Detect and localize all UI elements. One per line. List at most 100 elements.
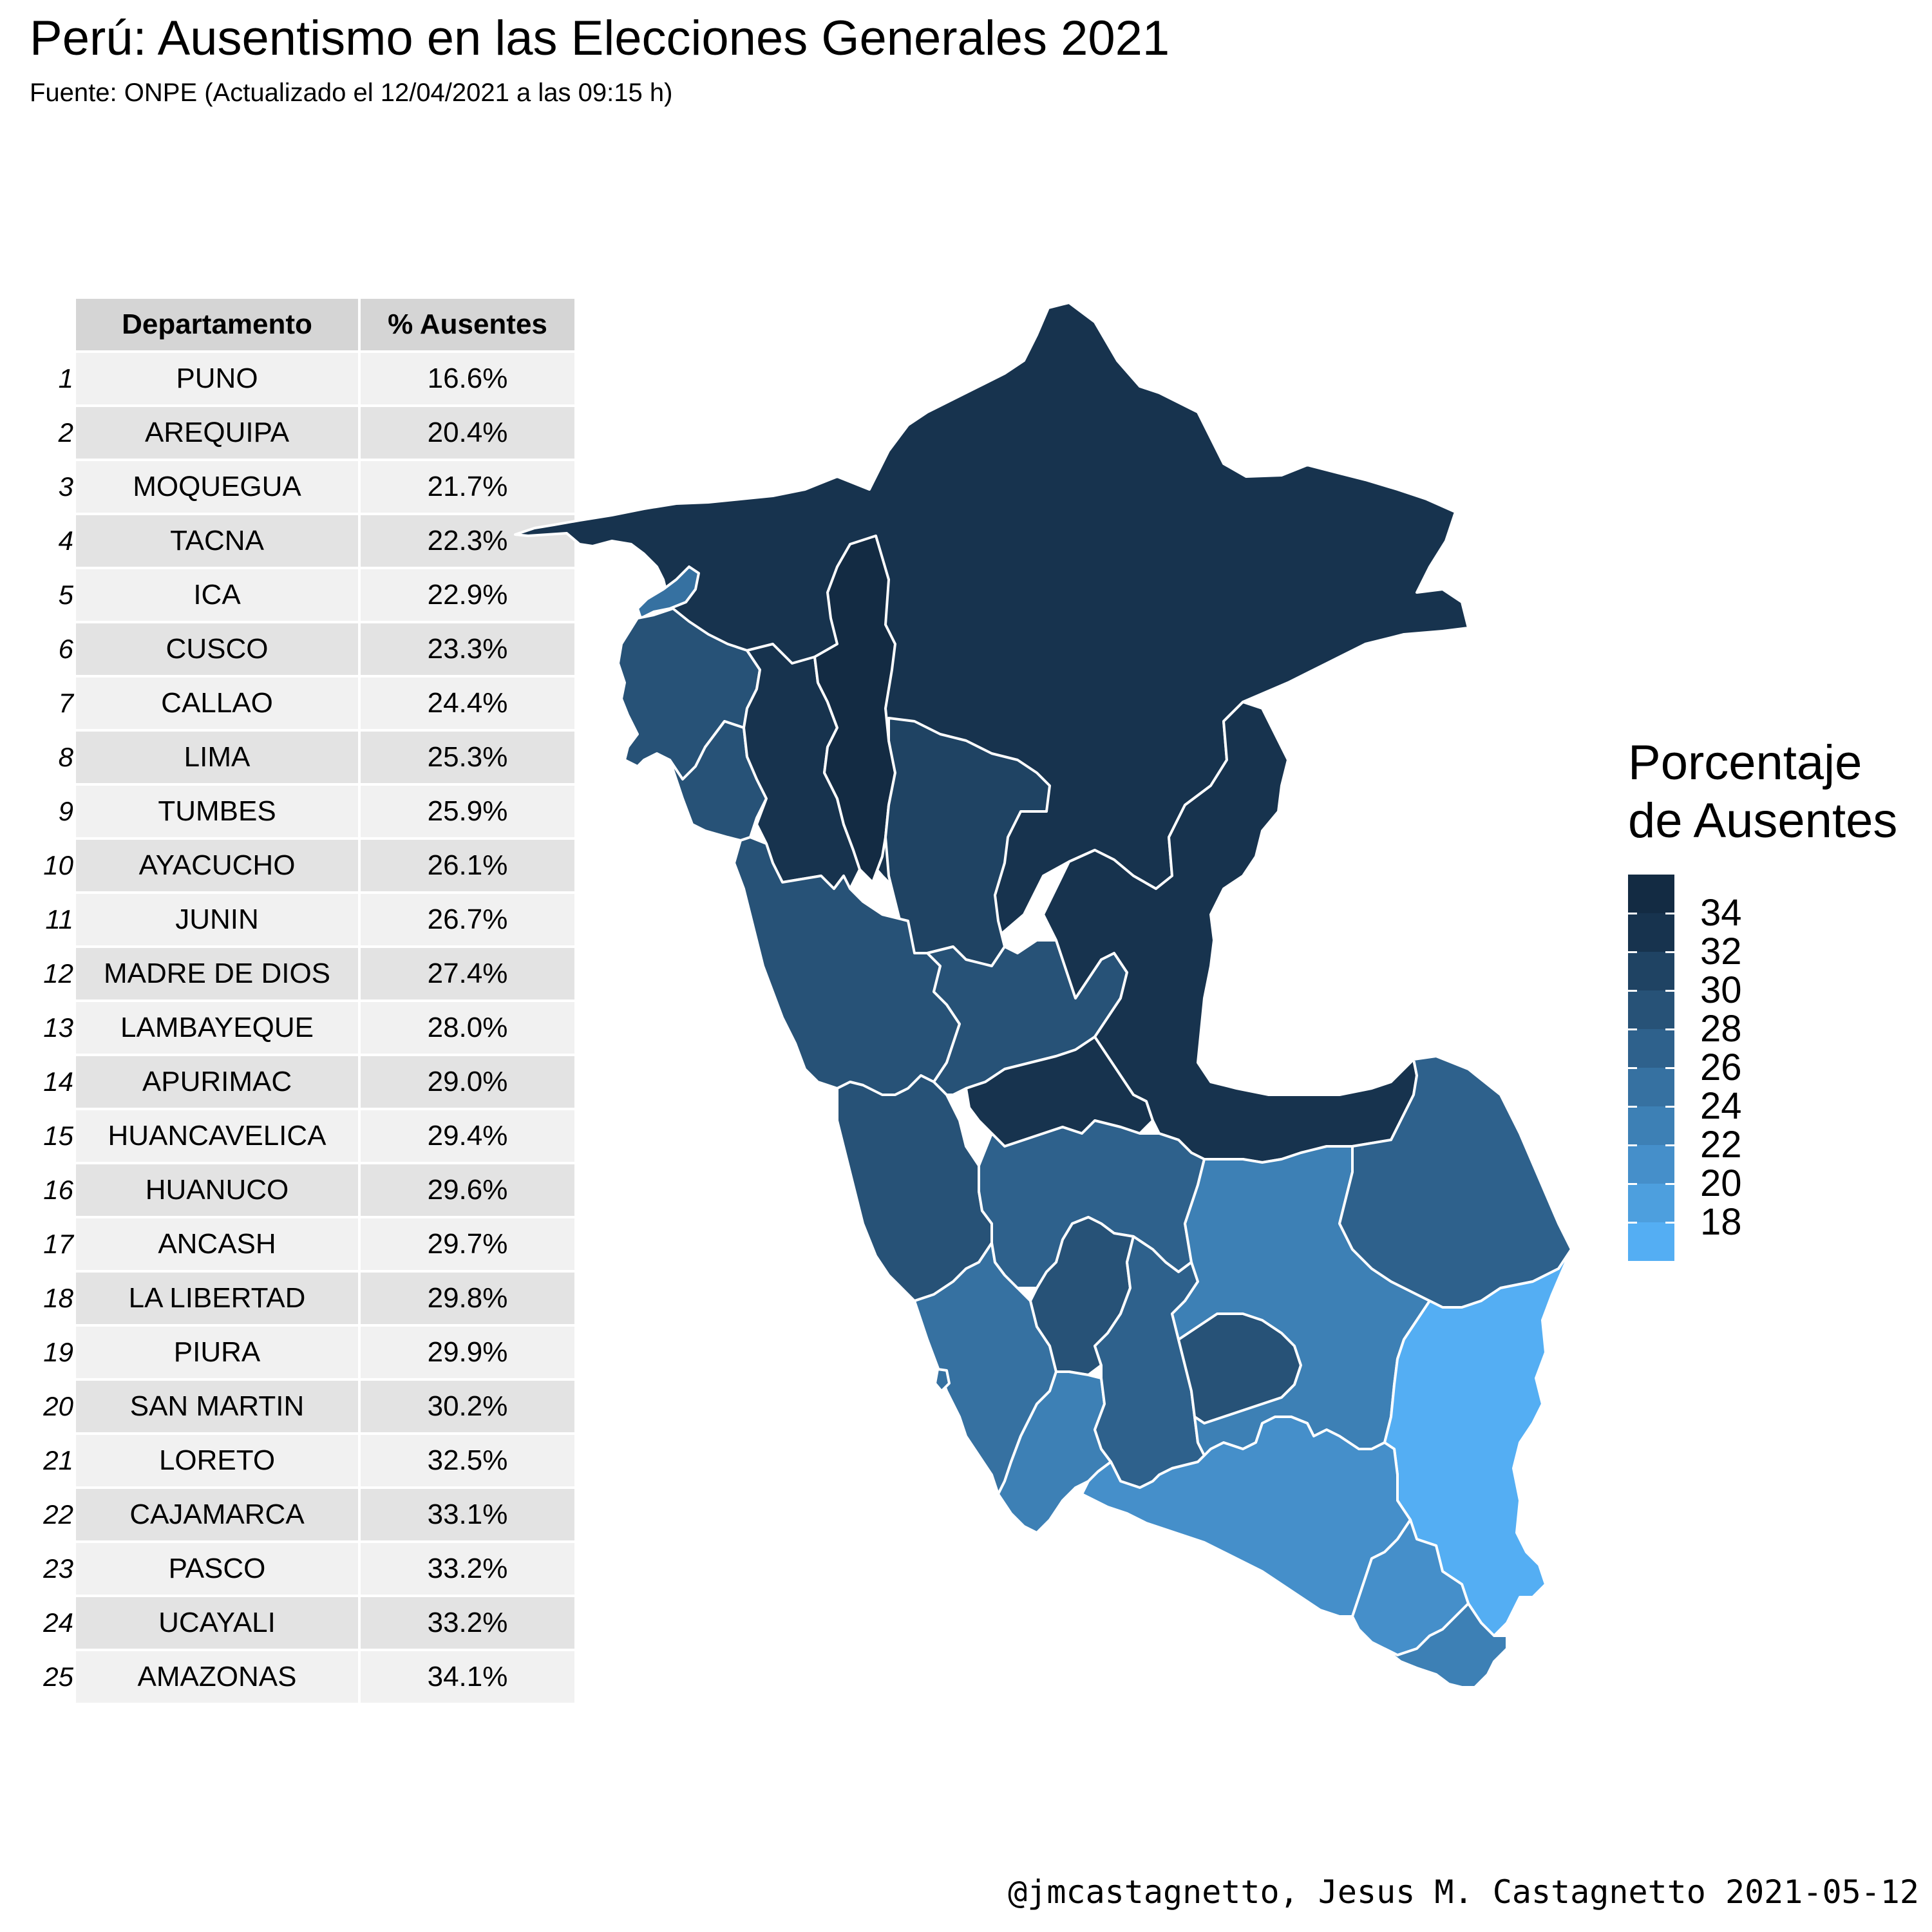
table-row: 16 HUANUCO 29.6% — [26, 1164, 574, 1216]
region-san-martin — [884, 717, 1051, 967]
table-row: 2 AREQUIPA 20.4% — [26, 407, 574, 459]
row-rank: 15 — [43, 1121, 73, 1151]
row-departamento: TACNA — [76, 515, 358, 567]
table-header-row: Departamento % Ausentes — [26, 299, 574, 350]
legend-tick-mark — [1628, 951, 1637, 953]
legend-tick-mark — [1628, 1106, 1637, 1108]
row-ausentes: 26.1% — [361, 840, 574, 891]
row-departamento: SAN MARTIN — [76, 1381, 358, 1432]
legend-color-step — [1628, 1029, 1674, 1068]
table-row: 6 CUSCO 23.3% — [26, 623, 574, 675]
row-rank: 16 — [43, 1175, 73, 1205]
row-rank: 14 — [43, 1066, 73, 1097]
legend-tick-mark — [1665, 1222, 1674, 1224]
table-row: 21 LORETO 32.5% — [26, 1435, 574, 1486]
row-rank: 13 — [43, 1012, 73, 1043]
legend-tick-mark — [1628, 913, 1637, 914]
row-departamento: APURIMAC — [76, 1056, 358, 1108]
row-rank: 18 — [43, 1283, 73, 1313]
legend-title: Porcentaje de Ausentes — [1628, 734, 1897, 850]
legend-tick-mark — [1665, 1106, 1674, 1108]
row-ausentes: 30.2% — [361, 1381, 574, 1432]
row-ausentes: 33.2% — [361, 1543, 574, 1595]
row-rank: 21 — [43, 1445, 73, 1475]
legend-color-step — [1628, 990, 1674, 1029]
table-row: 4 TACNA 22.3% — [26, 515, 574, 567]
row-ausentes: 32.5% — [361, 1435, 574, 1486]
table-row: 20 SAN MARTIN 30.2% — [26, 1381, 574, 1432]
row-ausentes: 29.8% — [361, 1273, 574, 1324]
row-rank: 22 — [43, 1499, 73, 1530]
table-row: 23 PASCO 33.2% — [26, 1543, 574, 1595]
table-row: 11 JUNIN 26.7% — [26, 894, 574, 945]
row-ausentes: 20.4% — [361, 407, 574, 459]
row-ausentes: 29.9% — [361, 1327, 574, 1378]
table-row: 13 LAMBAYEQUE 28.0% — [26, 1002, 574, 1054]
legend-title-line2: de Ausentes — [1628, 793, 1898, 848]
legend-tick-mark — [1665, 1183, 1674, 1185]
row-ausentes: 29.6% — [361, 1164, 574, 1216]
row-ausentes: 27.4% — [361, 948, 574, 999]
legend-tick-mark — [1665, 1067, 1674, 1069]
region-arequipa — [1081, 1416, 1412, 1618]
table-row: 14 APURIMAC 29.0% — [26, 1056, 574, 1108]
row-rank: 4 — [58, 526, 73, 556]
legend-color-step — [1628, 1068, 1674, 1106]
row-departamento: CUSCO — [76, 623, 358, 675]
row-departamento: TUMBES — [76, 786, 358, 837]
legend-tick-mark — [1628, 1222, 1637, 1224]
legend-tick-label: 26 — [1700, 1046, 1742, 1088]
column-header-departamento: Departamento — [76, 299, 358, 350]
row-rank: 20 — [43, 1391, 73, 1421]
row-departamento: LAMBAYEQUE — [76, 1002, 358, 1054]
row-ausentes: 29.4% — [361, 1110, 574, 1162]
table-row: 1 PUNO 16.6% — [26, 353, 574, 404]
legend-color-step — [1628, 875, 1674, 913]
legend-tick-label: 28 — [1700, 1008, 1742, 1050]
legend-tick-mark — [1665, 1144, 1674, 1146]
table-row: 10 AYACUCHO 26.1% — [26, 840, 574, 891]
row-departamento: MADRE DE DIOS — [76, 948, 358, 999]
row-departamento: PIURA — [76, 1327, 358, 1378]
table-row: 17 ANCASH 29.7% — [26, 1218, 574, 1270]
legend-color-step — [1628, 1145, 1674, 1184]
row-ausentes: 24.4% — [361, 677, 574, 729]
region-tacna — [1383, 1602, 1508, 1689]
row-ausentes: 22.9% — [361, 569, 574, 621]
row-ausentes: 26.7% — [361, 894, 574, 945]
row-departamento: CAJAMARCA — [76, 1489, 358, 1540]
row-ausentes: 34.1% — [361, 1651, 574, 1703]
legend-color-step — [1628, 913, 1674, 952]
row-rank: 7 — [58, 688, 73, 718]
table-row: 3 MOQUEGUA 21.7% — [26, 461, 574, 513]
row-ausentes: 22.3% — [361, 515, 574, 567]
row-ausentes: 33.1% — [361, 1489, 574, 1540]
legend-color-step — [1628, 1106, 1674, 1145]
row-ausentes: 29.0% — [361, 1056, 574, 1108]
row-departamento: LIMA — [76, 732, 358, 783]
table-row: 24 UCAYALI 33.2% — [26, 1597, 574, 1649]
row-departamento: HUANUCO — [76, 1164, 358, 1216]
row-departamento: MOQUEGUA — [76, 461, 358, 513]
legend-tick-label: 30 — [1700, 969, 1742, 1011]
table-row: 22 CAJAMARCA 33.1% — [26, 1489, 574, 1540]
legend-tick-mark — [1665, 951, 1674, 953]
table-row: 9 TUMBES 25.9% — [26, 786, 574, 837]
legend-tick-mark — [1665, 913, 1674, 914]
row-departamento: JUNIN — [76, 894, 358, 945]
table-row: 7 CALLAO 24.4% — [26, 677, 574, 729]
row-departamento: PUNO — [76, 353, 358, 404]
attribution-caption: @jmcastagnetto, Jesus M. Castagnetto 202… — [1008, 1873, 1919, 1911]
column-header-ausentes: % Ausentes — [361, 299, 574, 350]
row-departamento: HUANCAVELICA — [76, 1110, 358, 1162]
legend-tick-label: 22 — [1700, 1124, 1742, 1166]
row-rank: 17 — [43, 1229, 73, 1259]
legend-tick-mark — [1665, 990, 1674, 992]
row-ausentes: 21.7% — [361, 461, 574, 513]
row-rank: 11 — [45, 904, 73, 934]
row-ausentes: 23.3% — [361, 623, 574, 675]
legend-tick-mark — [1628, 1183, 1637, 1185]
table-row: 19 PIURA 29.9% — [26, 1327, 574, 1378]
row-departamento: PASCO — [76, 1543, 358, 1595]
legend-tick-label: 32 — [1700, 931, 1742, 972]
